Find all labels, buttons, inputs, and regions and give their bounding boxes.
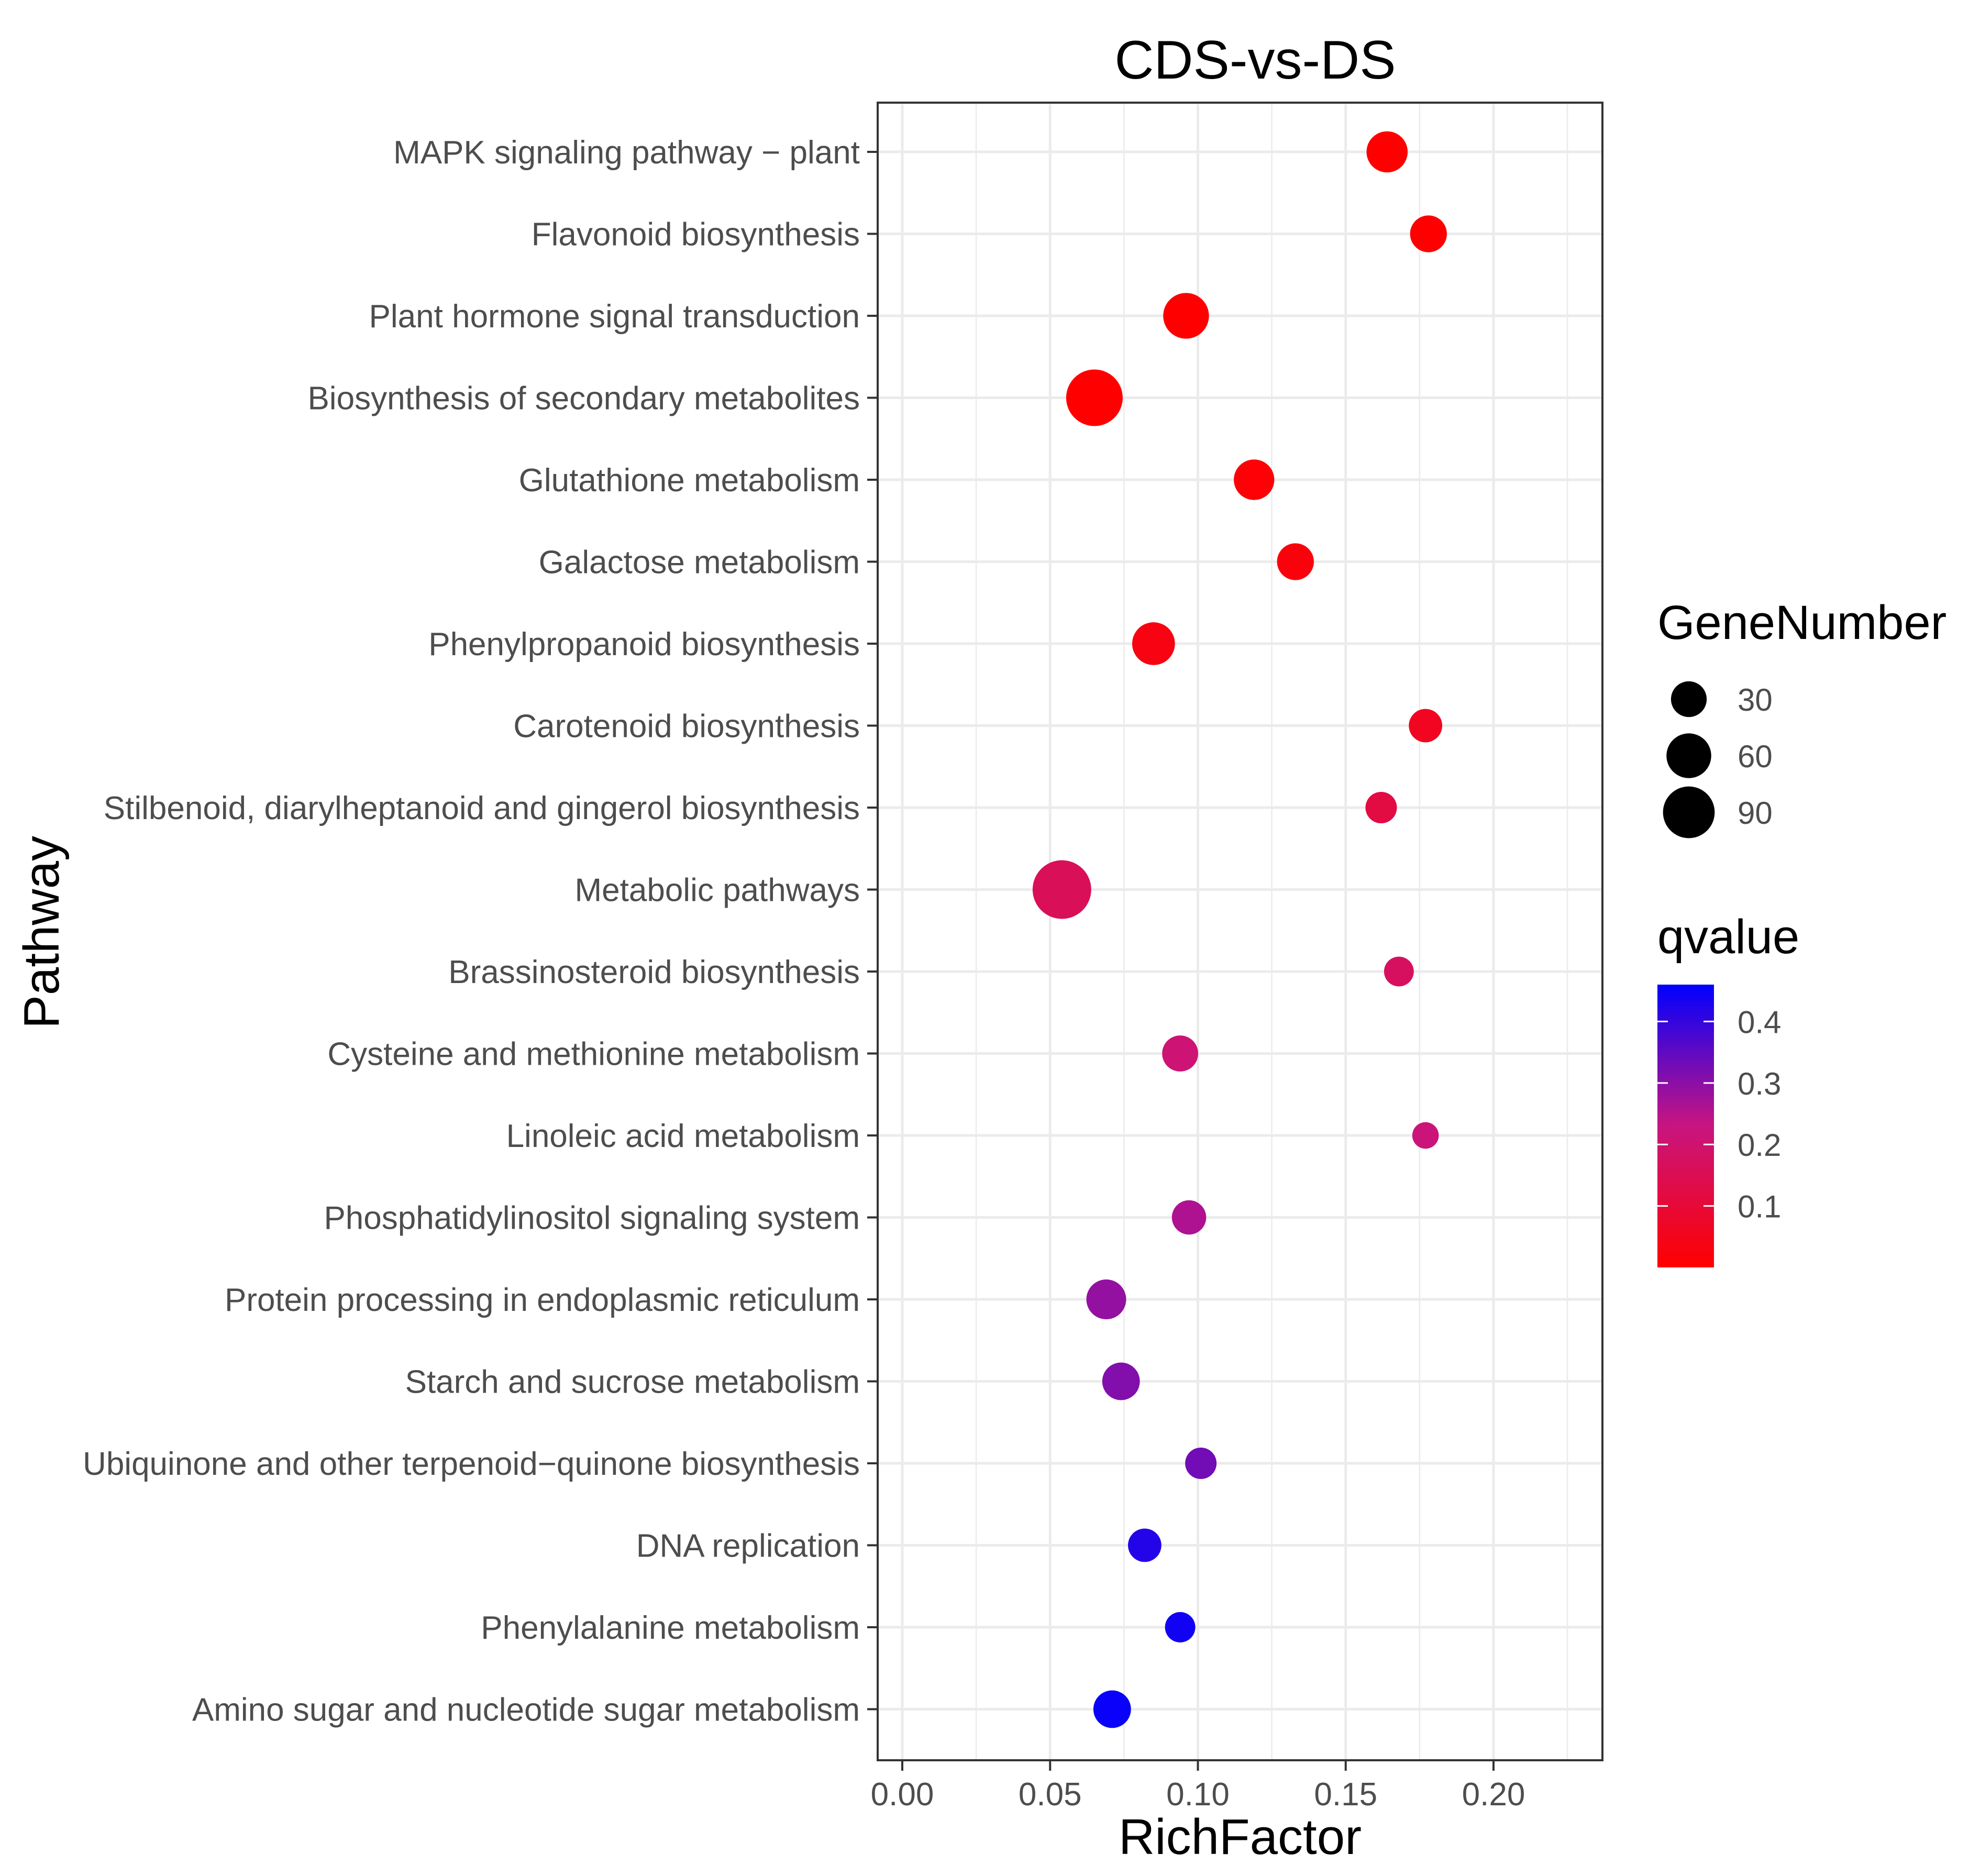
data-point <box>1128 1528 1162 1562</box>
pathway-label: Stilbenoid, diarylheptanoid and gingerol… <box>104 790 860 826</box>
color-legend-colorbar <box>1657 985 1714 1267</box>
pathway-label: Galactose metabolism <box>539 545 860 581</box>
chart-title: CDS-vs-DS <box>1114 30 1396 91</box>
pathway-label: Phenylpropanoid biosynthesis <box>428 626 860 663</box>
colorbar-tick-label: 0.2 <box>1738 1128 1781 1163</box>
plot-panel <box>878 103 1602 1760</box>
data-point <box>1086 1279 1126 1319</box>
pathway-label: Carotenoid biosynthesis <box>513 709 860 745</box>
pathway-label: Starch and sucrose metabolism <box>405 1364 860 1400</box>
size-legend-title: GeneNumber <box>1657 596 1946 649</box>
size-legend-items: 30 60 90 <box>1663 681 1773 838</box>
data-point <box>1163 293 1209 339</box>
pathway-label: Amino sugar and nucleotide sugar metabol… <box>192 1692 860 1728</box>
richfactor-tick-labels: 0.00 0.05 0.10 0.15 0.20 <box>871 1776 1525 1813</box>
color-legend-title: qvalue <box>1657 910 1799 964</box>
x-tick-label: 0.15 <box>1314 1776 1377 1813</box>
pathway-label: Biosynthesis of secondary metabolites <box>307 381 860 417</box>
data-point <box>1132 622 1175 665</box>
pathway-label: DNA replication <box>636 1528 860 1564</box>
size-legend: GeneNumber 30 60 90 <box>1657 596 1946 838</box>
data-point <box>1165 1612 1196 1642</box>
pathway-label: Linoleic acid metabolism <box>506 1118 860 1154</box>
color-legend-ticks: 0.1 0.2 0.3 0.4 <box>1657 1005 1781 1224</box>
size-legend-label: 90 <box>1738 796 1773 831</box>
pathway-label: Flavonoid biosynthesis <box>532 217 860 253</box>
pathway-label: Ubiquinone and other terpenoid−quinone b… <box>83 1446 860 1482</box>
size-legend-label: 60 <box>1738 739 1773 774</box>
axis-ticks <box>867 151 1495 1771</box>
size-legend-key <box>1671 681 1707 718</box>
pathway-label: Plant hormone signal transduction <box>369 299 860 335</box>
y-axis-title: Pathway <box>14 836 70 1029</box>
data-point <box>1102 1362 1140 1400</box>
x-axis-title: RichFactor <box>1119 1809 1362 1865</box>
data-point <box>1409 709 1443 743</box>
data-point <box>1066 369 1123 426</box>
data-point <box>1277 543 1314 580</box>
pathway-label: Phenylalanine metabolism <box>481 1610 860 1646</box>
data-point <box>1185 1448 1217 1479</box>
x-tick-label: 0.20 <box>1462 1776 1525 1813</box>
colorbar-tick-label: 0.1 <box>1738 1189 1781 1224</box>
data-point <box>1162 1035 1199 1072</box>
data-point <box>1365 792 1397 823</box>
plot-panel-border <box>877 102 1603 1761</box>
data-points <box>1032 131 1447 1728</box>
data-point <box>1384 956 1414 987</box>
colorbar-tick-label: 0.4 <box>1738 1005 1781 1040</box>
data-point <box>1412 1122 1439 1149</box>
pathway-labels: MAPK signaling pathway − plant Flavonoid … <box>83 135 860 1728</box>
data-point <box>1366 131 1408 173</box>
pathway-label: Protein processing in endoplasmic reticu… <box>225 1282 860 1318</box>
pathway-label: Brassinosteroid biosynthesis <box>448 954 860 990</box>
pathway-label: Cysteine and methionine metabolism <box>327 1036 860 1073</box>
x-tick-label: 0.05 <box>1019 1776 1082 1813</box>
pathway-label: MAPK signaling pathway − plant <box>393 135 860 171</box>
pathway-label: Phosphatidylinositol signaling system <box>324 1200 860 1237</box>
pathway-label: Glutathione metabolism <box>519 462 860 499</box>
grid-lines <box>878 103 1602 1760</box>
data-point <box>1032 860 1091 919</box>
size-legend-label: 30 <box>1738 682 1773 718</box>
x-tick-label: 0.00 <box>871 1776 934 1813</box>
size-legend-key <box>1663 786 1715 838</box>
x-tick-label: 0.10 <box>1166 1776 1230 1813</box>
data-point <box>1093 1690 1131 1728</box>
data-point <box>1410 215 1447 252</box>
colorbar-tick-label: 0.3 <box>1738 1066 1781 1101</box>
pathway-label: Metabolic pathways <box>575 873 860 909</box>
data-point <box>1234 459 1275 500</box>
data-point <box>1171 1200 1207 1235</box>
size-legend-key <box>1666 733 1711 778</box>
color-legend: qvalue 0.1 0.2 0.3 0.4 <box>1657 910 1799 1267</box>
